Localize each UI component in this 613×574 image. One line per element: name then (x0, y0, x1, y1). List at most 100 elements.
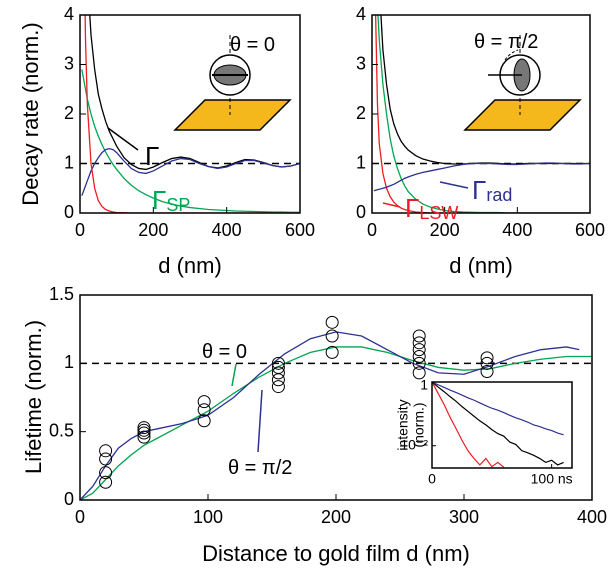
x-tick-label: 100 (193, 507, 223, 527)
annotation: ΓSP (152, 185, 190, 215)
x-tick-label: 0 (75, 220, 85, 240)
data-point (412, 356, 426, 370)
x-axis-label: d (nm) (449, 253, 513, 278)
annotation-text: θ = π/2 (228, 457, 292, 479)
inset-background (432, 382, 572, 468)
plot-area (80, 315, 592, 500)
y-tick-label: 2 (64, 103, 74, 123)
data-point (197, 403, 211, 417)
curve (380, 15, 590, 165)
annotation-text: Γ (405, 193, 419, 223)
y-tick-label: 1.5 (49, 284, 74, 304)
y-tick-label: 3 (64, 53, 74, 73)
x-tick-label: 400 (577, 507, 607, 527)
annotation-text: Γ (472, 175, 486, 205)
curve (81, 69, 300, 213)
curve (432, 382, 564, 466)
panel: 0 100 200 300 400 0 0.5 1 1.5 Distance to gold fi… (21, 284, 607, 566)
data-point (99, 444, 113, 458)
data-point (271, 373, 285, 387)
curve (80, 331, 580, 500)
x-tick-label: 200 (321, 507, 351, 527)
annotation-text: Γ (152, 185, 166, 215)
y-tick-label: 1 (420, 377, 428, 393)
curve (374, 15, 590, 213)
data-point (137, 426, 151, 440)
plot-area (432, 382, 564, 468)
y-tick-label: 3 (356, 53, 366, 73)
curve (84, 15, 300, 213)
schematic-a (173, 35, 292, 131)
annotation: θ = 0 (230, 34, 275, 56)
annotation-subscript: rad (486, 185, 512, 205)
x-axis-label: d (nm) (158, 253, 222, 278)
y-tick-label: 4 (356, 4, 366, 24)
annotation: θ = π/2 (474, 31, 538, 53)
annotation-text: Γ (145, 141, 159, 171)
y-tick-label: 4 (64, 4, 74, 24)
y-tick-label: 2 (356, 103, 366, 123)
x-tick-label: 0 (428, 471, 436, 487)
annotation-subscript: LSW (419, 203, 458, 223)
x-tick-label: 100 ns (531, 471, 573, 487)
x-tick-label: 200 (430, 220, 460, 240)
data-point (412, 350, 426, 363)
y-tick-label: 1 (64, 352, 74, 372)
annotation: Γ (145, 141, 159, 171)
data-point (412, 336, 426, 350)
data-point (197, 414, 211, 428)
annotation: θ = 0 (202, 341, 247, 363)
data-point (412, 366, 426, 380)
x-tick-label: 0 (75, 507, 85, 527)
data-point (137, 423, 151, 437)
x-tick-label: 200 (138, 220, 168, 240)
panel: 0 200 400 600 0 1 2 3 4 d (nm) Decay rate (norm.) θ… (18, 4, 315, 278)
axes-frame (431, 381, 573, 469)
data-point (137, 430, 151, 444)
curve (81, 147, 300, 196)
data-point (480, 356, 494, 370)
annotation-text: θ = π/2 (474, 31, 538, 53)
data-point (412, 329, 426, 343)
x-tick-label: 300 (449, 507, 479, 527)
data-point (197, 395, 211, 409)
y-tick-label: 0 (64, 202, 74, 222)
data-point (137, 421, 151, 435)
y-tick-label: 10⁻² (400, 436, 428, 452)
data-point (325, 329, 339, 343)
x-tick-label: 600 (285, 220, 315, 240)
data-point (271, 380, 285, 394)
data-point (480, 351, 494, 365)
data-point (325, 315, 339, 329)
x-tick-label: 0 (367, 220, 377, 240)
data-point (325, 345, 339, 359)
plot-area (80, 15, 300, 213)
y-tick-label: 0.5 (49, 420, 74, 440)
annotation: θ = π/2 (228, 457, 292, 479)
y-axis-label: Lifetime (norm.) (21, 320, 46, 474)
x-tick-label: 600 (575, 220, 605, 240)
data-point (99, 475, 113, 489)
pointers (107, 127, 469, 453)
y-tick-label: 1 (64, 152, 74, 172)
annotation: ΓLSW (405, 193, 458, 223)
annotation-text: θ = 0 (202, 341, 247, 363)
annotation-subscript: SP (166, 195, 190, 215)
y-axis-label: Decay rate (norm.) (18, 22, 43, 205)
curve (432, 382, 564, 436)
y-tick-label: 1 (356, 152, 366, 172)
data-point (271, 366, 285, 380)
curve (373, 162, 590, 192)
y-tick-label: 0 (64, 489, 74, 509)
schematic-b (463, 35, 582, 131)
annotation: Γrad (472, 175, 512, 205)
y-axis-label: (norm.) (411, 402, 427, 447)
data-point (99, 452, 113, 466)
curve (89, 15, 300, 171)
x-tick-label: 400 (212, 220, 242, 240)
curve (80, 346, 592, 500)
y-axis-label: intensity (395, 399, 411, 450)
